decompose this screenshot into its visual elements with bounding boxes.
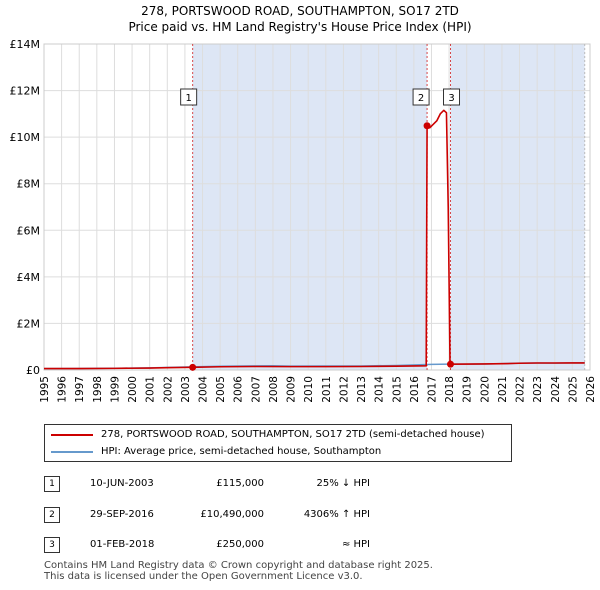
marker-label: 3	[448, 93, 454, 104]
legend: 278, PORTSWOOD ROAD, SOUTHAMPTON, SO17 2…	[44, 424, 512, 462]
transaction-hpi: 25% ↓ HPI	[316, 478, 370, 489]
x-tick-label: 2009	[286, 376, 298, 403]
x-tick-label: 2015	[391, 376, 403, 403]
transaction-price: £10,490,000	[200, 509, 264, 520]
x-tick-label: 2018	[444, 376, 456, 403]
transaction-price: £250,000	[216, 539, 264, 550]
x-tick-label: 2021	[497, 376, 509, 403]
x-tick-label: 2005	[215, 376, 227, 403]
x-tick-label: 2023	[532, 376, 544, 403]
y-tick-label: £12M	[10, 85, 41, 98]
y-tick-label: £2M	[17, 317, 41, 330]
marker-label: 2	[418, 93, 424, 104]
sale-point	[447, 360, 455, 368]
y-tick-label: £6M	[17, 224, 41, 237]
chart-title: 278, PORTSWOOD ROAD, SOUTHAMPTON, SO17 2…	[141, 4, 459, 18]
transaction-date: 10-JUN-2003	[90, 478, 154, 489]
transaction-badge: 2	[44, 507, 60, 523]
x-tick-label: 2025	[567, 376, 579, 403]
x-tick-label: 2017	[426, 376, 438, 403]
x-tick-label: 2007	[250, 376, 262, 403]
x-tick-label: 2012	[338, 376, 350, 403]
footer-licence: This data is licensed under the Open Gov…	[44, 571, 363, 582]
footer: Contains HM Land Registry data © Crown c…	[44, 560, 433, 582]
x-tick-label: 2010	[303, 376, 315, 403]
x-tick-label: 1999	[109, 376, 121, 403]
x-tick-label: 2011	[321, 376, 333, 403]
legend-label-hpi: HPI: Average price, semi-detached house,…	[101, 446, 382, 457]
shaded-period	[192, 44, 428, 370]
x-tick-label: 2003	[180, 376, 192, 403]
transaction-date: 01-FEB-2018	[90, 539, 155, 550]
footer-copyright: Contains HM Land Registry data © Crown c…	[44, 560, 433, 571]
y-tick-label: £4M	[17, 271, 41, 284]
transaction-badge: 3	[44, 537, 60, 553]
x-tick-label: 1996	[57, 376, 69, 403]
x-tick-label: 1998	[92, 376, 104, 403]
legend-label-property: 278, PORTSWOOD ROAD, SOUTHAMPTON, SO17 2…	[101, 429, 485, 440]
x-tick-label: 2024	[550, 376, 562, 403]
y-tick-label: £8M	[17, 178, 41, 191]
transaction-hpi: 4306% ↑ HPI	[303, 509, 370, 520]
marker-label-box	[443, 88, 461, 106]
x-tick-label: 2022	[515, 376, 527, 403]
transaction-date: 29-SEP-2016	[90, 509, 154, 520]
marker-label: 1	[185, 93, 191, 104]
y-tick-label: £0	[26, 364, 40, 377]
marker-label-box	[180, 88, 198, 106]
transaction-hpi: ≈ HPI	[341, 539, 370, 550]
sale-point	[423, 122, 431, 130]
x-tick-label: 2004	[198, 376, 210, 403]
legend-swatch-property	[51, 434, 93, 436]
legend-swatch-hpi	[51, 451, 93, 453]
x-tick-label: 2002	[162, 376, 174, 403]
x-tick-label: 2019	[462, 376, 474, 403]
x-tick-label: 2008	[268, 376, 280, 403]
transaction-badge: 1	[44, 476, 60, 492]
x-tick-label: 2014	[374, 376, 386, 403]
x-tick-label: 2026	[585, 376, 597, 403]
x-tick-label: 2016	[409, 376, 421, 403]
x-tick-label: 2020	[479, 376, 491, 403]
x-tick-label: 2000	[127, 376, 139, 403]
x-tick-label: 1995	[39, 376, 51, 403]
marker-label-box	[412, 88, 430, 106]
plot-border	[43, 43, 591, 371]
x-tick-label: 2001	[145, 376, 157, 403]
y-tick-label: £10M	[10, 131, 41, 144]
x-tick-label: 2013	[356, 376, 368, 403]
x-tick-label: 2006	[233, 376, 245, 403]
y-tick-label: £14M	[10, 38, 41, 51]
sale-point	[189, 363, 197, 371]
shaded-period	[450, 44, 585, 370]
price-chart: £0 £2M £4M £6M £8M £10M £12M £14M 1995 1996 1997 19…	[10, 38, 598, 403]
transaction-price: £115,000	[216, 478, 264, 489]
chart-subtitle: Price paid vs. HM Land Registry's House …	[128, 20, 472, 34]
x-tick-label: 1997	[74, 376, 86, 403]
